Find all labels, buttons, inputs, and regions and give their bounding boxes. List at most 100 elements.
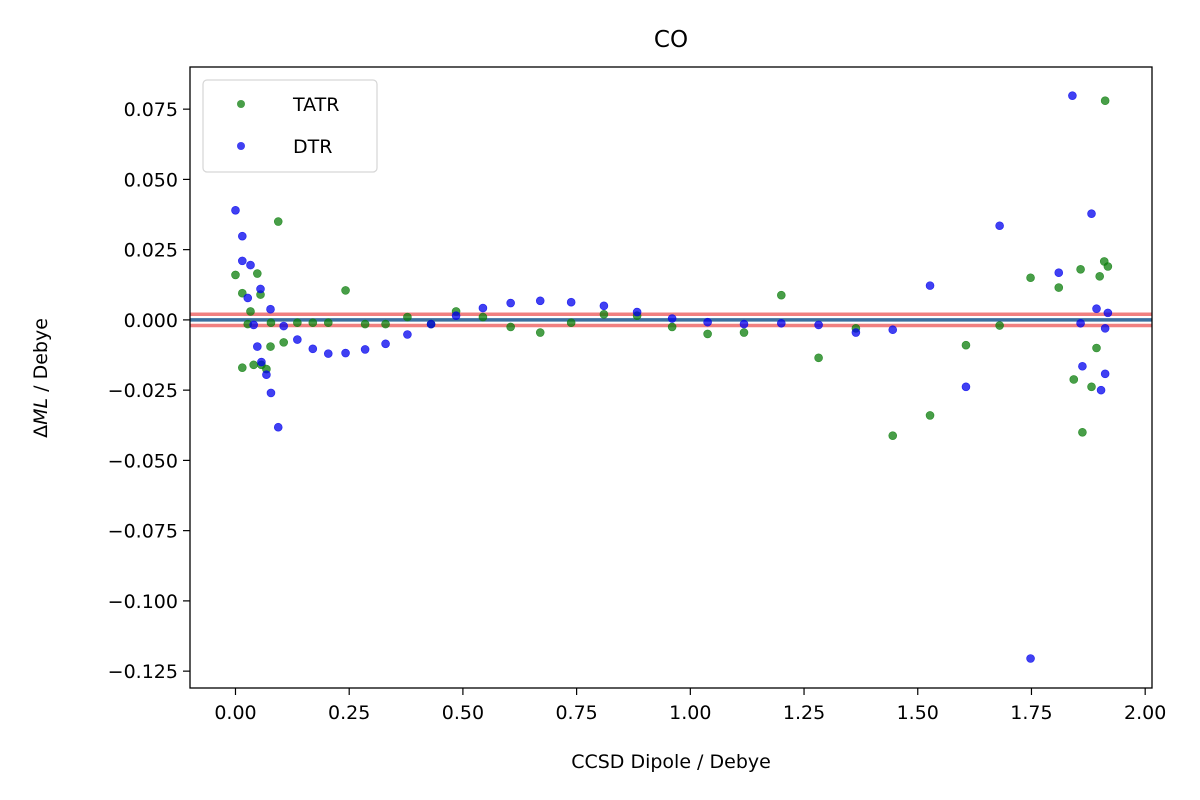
tatr-point [279,338,288,347]
x-tick-label: 0.00 [214,702,256,724]
series-tatr [231,96,1113,440]
dtr-point [667,314,677,323]
dtr-point [266,304,275,314]
tatr-point [1092,343,1101,353]
dtr-point [253,342,262,351]
tatr-point [323,318,333,328]
tatr-point [381,319,390,329]
legend-label-dtr: DTR [293,136,332,158]
dtr-point [566,297,576,307]
dtr-point [273,422,283,432]
tatr-point [403,312,412,322]
series-dtr [231,91,1113,663]
dtr-point [814,320,823,330]
dtr-point [266,388,276,398]
y-tick-label: −0.100 [108,591,178,613]
tatr-point [995,321,1004,330]
tatr-point [667,322,677,332]
tatr-point [231,270,240,280]
tatr-point [478,312,488,322]
dtr-point [995,221,1004,231]
tatr-point [1076,265,1085,274]
dtr-point [1092,304,1101,313]
tatr-point [273,217,283,226]
dtr-point [341,348,350,358]
dtr-point [599,301,609,311]
dtr-point [249,320,258,330]
tatr-point [1103,262,1113,271]
legend-box [202,79,378,173]
y-axis-ticks: 0.075 0.050 0.025 0.000 −0.025 −0.050 −0.075 −0… [108,99,190,683]
dtr-point [293,335,302,344]
dtr-point [238,231,247,241]
y-axis-label-math: ML [30,398,52,425]
x-tick-label: 0.75 [555,702,597,724]
dtr-point [1026,654,1035,663]
tatr-point [1054,283,1064,292]
dtr-point [1054,268,1064,277]
dtr-point [739,319,749,329]
dtr-point [1096,385,1106,395]
tatr-point [341,286,350,295]
tatr-point [238,288,247,298]
dtr-point [535,296,545,306]
tatr-point [1069,375,1079,384]
y-tick-label: 0.000 [124,310,178,332]
tatr-point [238,363,247,372]
legend: TATR DTR [202,79,378,173]
chart-title: CO [654,27,688,53]
legend-marker-tatr [237,100,245,108]
legend-marker-dtr [237,142,245,150]
tatr-point [360,319,370,329]
tatr-point [961,340,971,350]
dtr-point [238,256,247,266]
tatr-point [266,318,276,328]
dtr-point [323,349,333,358]
y-tick-label: −0.075 [108,521,178,543]
tatr-point [1095,272,1104,281]
dtr-point [243,293,253,303]
x-tick-label: 0.25 [328,702,370,724]
y-tick-label: −0.125 [108,661,178,683]
dtr-point [961,382,971,392]
tatr-point [246,307,255,316]
dtr-point [257,357,266,367]
tatr-point [506,322,515,332]
tatr-point [1078,427,1087,437]
dtr-point [925,281,935,290]
dtr-point [1100,369,1110,379]
tatr-point [777,290,786,300]
x-axis-label: CCSD Dipole / Debye [571,751,771,773]
y-axis-label-suffix: / Debye [30,318,52,398]
plot-frame [189,66,1153,689]
tatr-point [253,269,262,278]
dtr-point [888,325,898,335]
dtr-point [506,298,515,308]
dtr-point [1078,361,1087,371]
dtr-point [632,307,642,317]
dtr-point [1076,318,1085,328]
x-tick-label: 1.50 [897,702,939,724]
tatr-point [888,431,898,440]
dtr-point [478,303,488,313]
dtr-point [1068,91,1077,100]
dtr-point [246,260,255,270]
tatr-point [566,318,576,328]
tatr-point [925,411,935,420]
dtr-point [1087,209,1096,218]
y-axis-label: ΔML / Debye [30,318,52,438]
x-tick-label: 1.00 [669,702,711,724]
x-tick-label: 2.00 [1124,702,1166,724]
tatr-point [599,309,609,319]
y-tick-label: −0.050 [108,450,178,472]
dtr-point [279,321,288,331]
y-axis-label-prefix: Δ [30,425,52,438]
legend-label-tatr: TATR [292,94,339,116]
dtr-point [403,330,412,339]
dtr-point [451,311,461,320]
tatr-point [1100,96,1110,106]
y-tick-label: 0.050 [124,169,178,191]
dtr-point [426,319,436,329]
dtr-point [1103,308,1113,318]
y-tick-label: 0.075 [124,99,178,121]
